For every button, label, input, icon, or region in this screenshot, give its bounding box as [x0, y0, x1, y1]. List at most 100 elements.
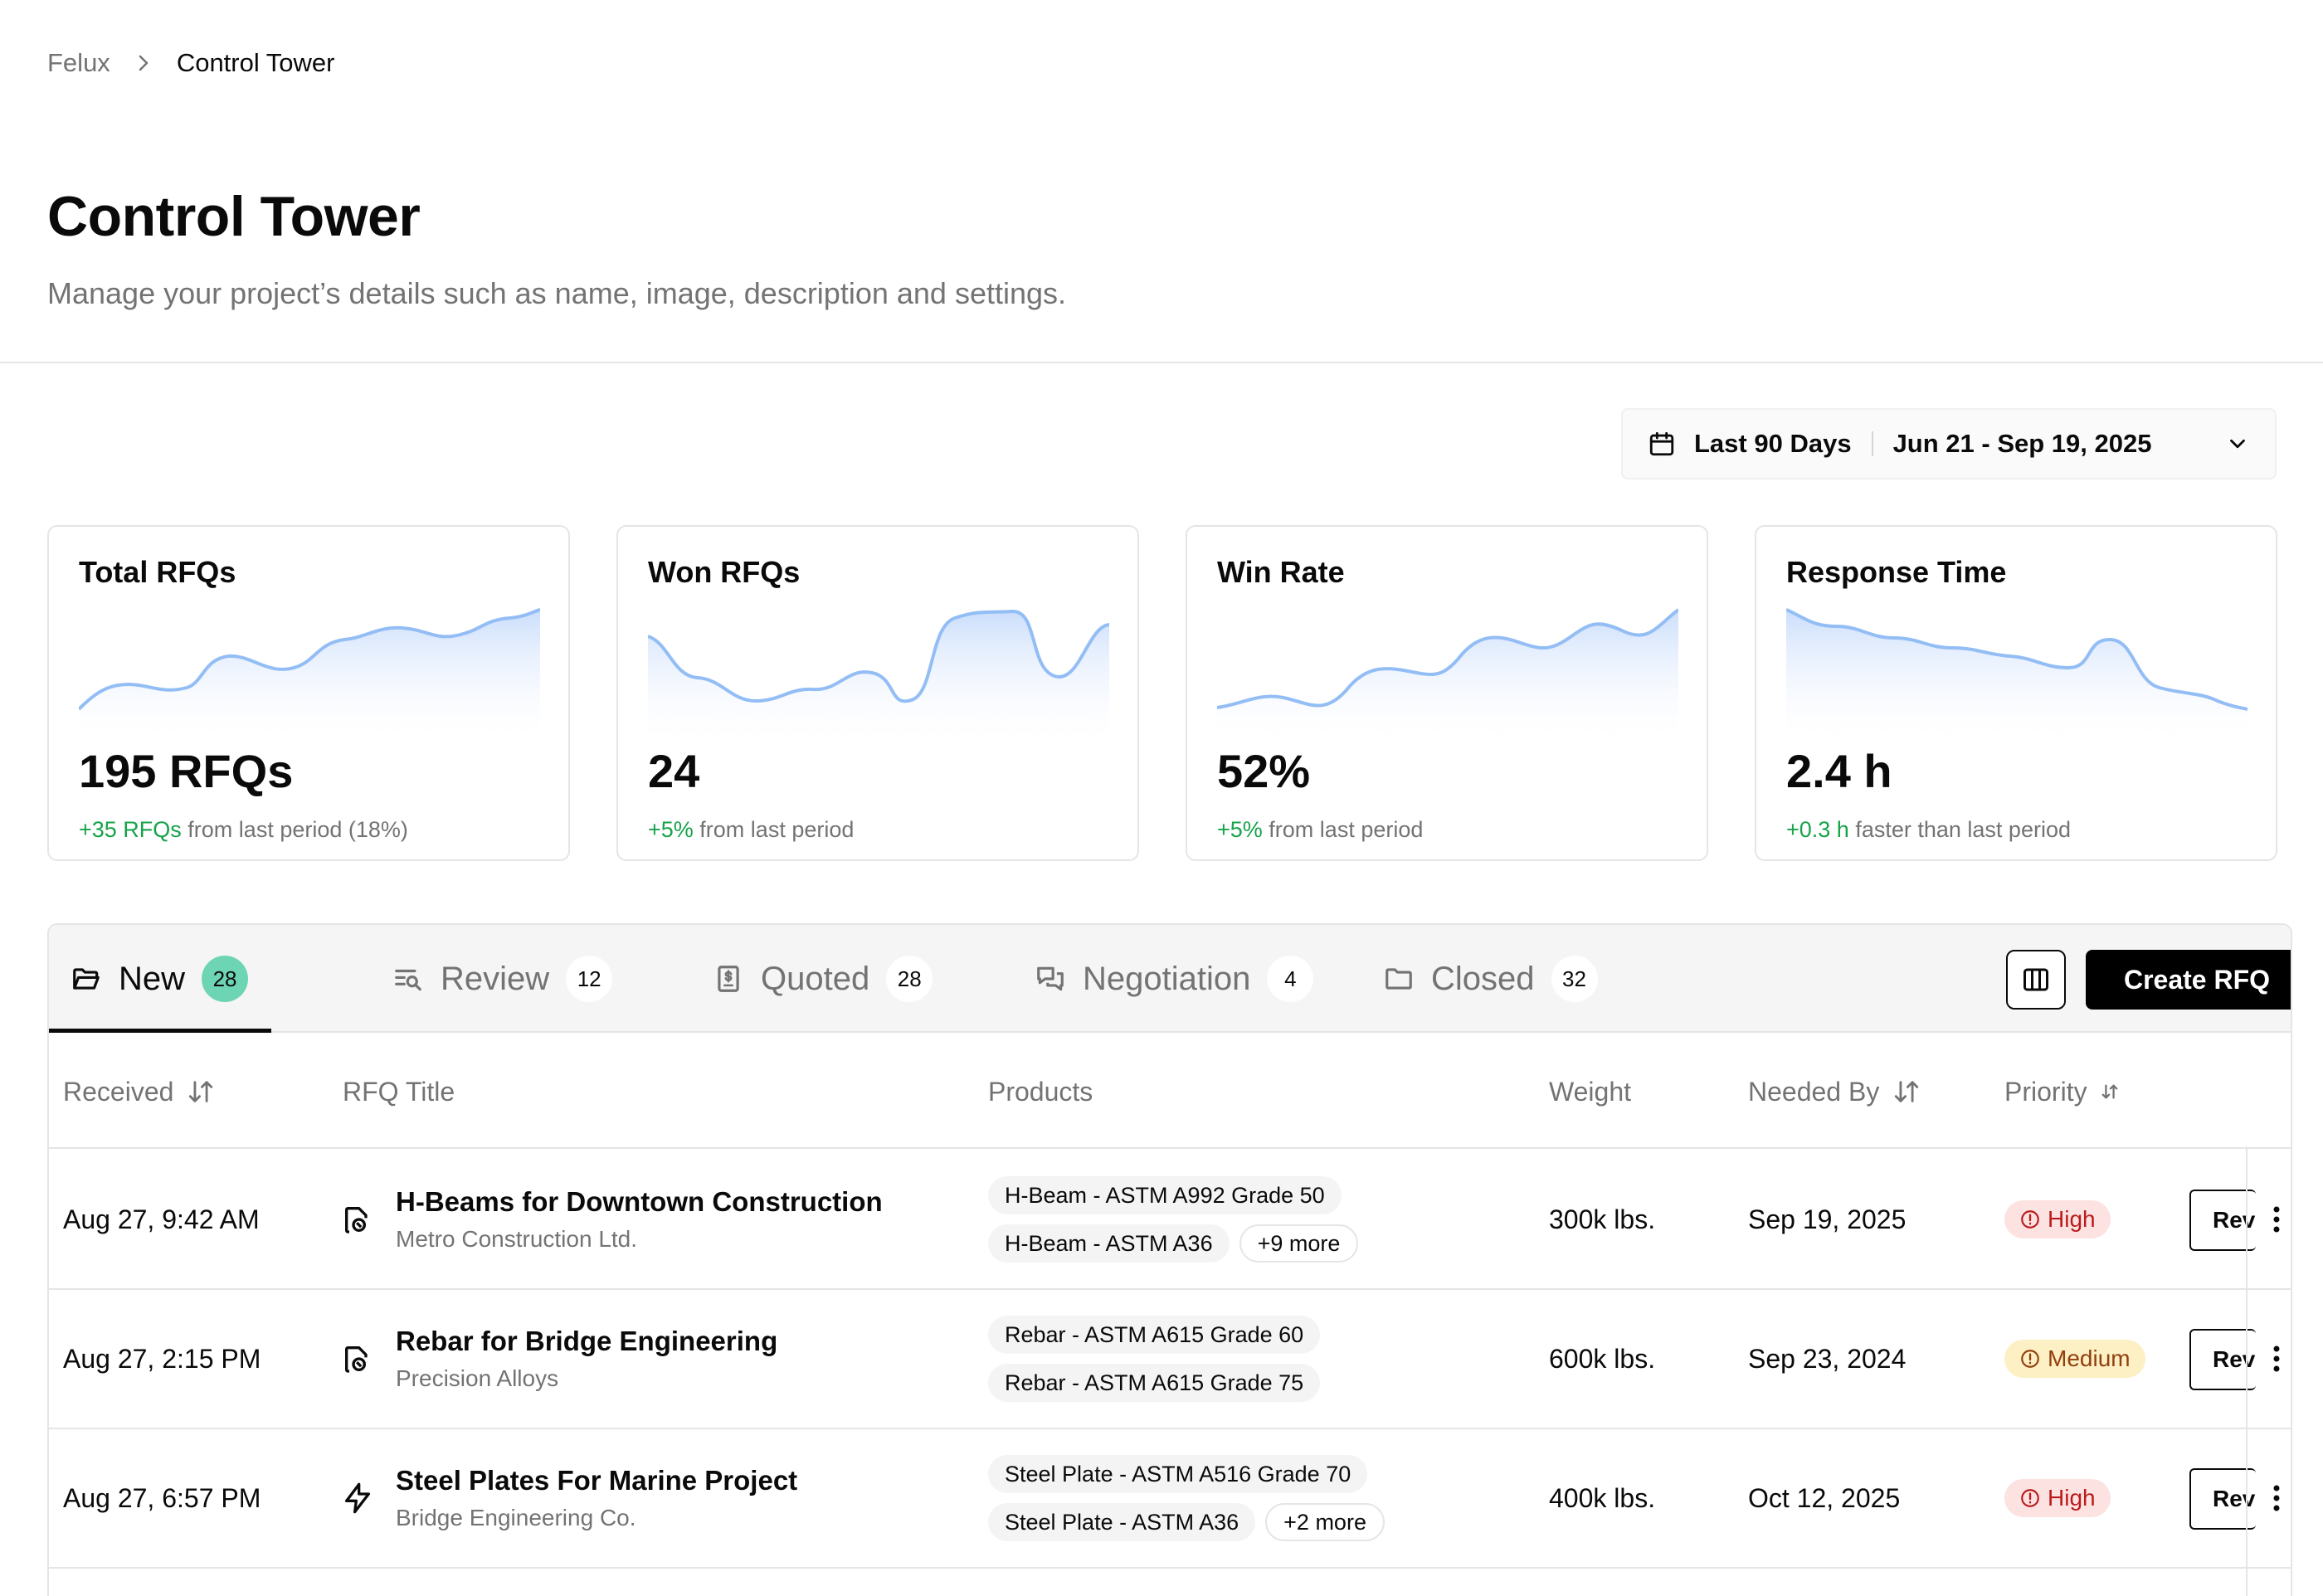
priority-badge: Medium	[2004, 1340, 2145, 1378]
calendar-icon	[1648, 430, 1676, 458]
table-row[interactable]: Aug 27, 2:15 PM Rebar for Bridge Enginee…	[49, 1290, 2291, 1429]
rfq-company: Bridge Engineering Co.	[396, 1505, 636, 1530]
col-label: Received	[63, 1076, 174, 1107]
status-tabs: New 28 Review 12 Quoted 28 Negotiation 4	[49, 925, 2291, 1033]
card-delta: +5% from last period	[1217, 817, 1424, 842]
card-value: 2.4 h	[1786, 745, 1892, 797]
folder-icon	[1383, 963, 1415, 995]
review-button[interactable]: Review	[2189, 1468, 2256, 1530]
priority-cell: Medium	[2004, 1290, 2145, 1428]
sort-icon	[1892, 1078, 1921, 1106]
sparkline-chart	[79, 608, 540, 747]
page-subtitle: Manage your project’s details such as na…	[47, 276, 1067, 310]
tab-label: Quoted	[761, 960, 870, 997]
priority-label: Medium	[2048, 1345, 2131, 1371]
rfq-title[interactable]: Rebar for Bridge Engineering	[396, 1326, 778, 1356]
more-vertical-icon[interactable]	[2256, 1338, 2291, 1379]
create-rfq-button[interactable]: Create RFQ	[2086, 950, 2291, 1010]
tab-quoted[interactable]: Quoted 28	[713, 925, 933, 1033]
tab-count-badge: 28	[886, 956, 933, 1002]
received-cell: Aug 27, 2:15 PM	[63, 1343, 261, 1374]
alert-circle-icon	[2019, 1348, 2041, 1370]
product-chip: H-Beam - ASTM A992 Grade 50	[988, 1176, 1342, 1214]
breadcrumb: Felux Control Tower	[47, 48, 335, 78]
stat-card-response-time: Response Time 2.4 h +0.3 h faster than l…	[1755, 525, 2277, 861]
review-button[interactable]: Review	[2189, 1329, 2256, 1390]
card-title: Win Rate	[1217, 555, 1345, 589]
col-weight: Weight	[1549, 1076, 1632, 1107]
rfq-company: Metro Construction Ltd.	[396, 1226, 638, 1252]
products-cell: Steel Plate - ASTM A516 Grade 70 Steel P…	[988, 1429, 1385, 1567]
receipt-dollar-icon	[713, 963, 744, 995]
tab-review[interactable]: Review 12	[392, 925, 613, 1033]
rfq-title[interactable]: H-Beams for Downtown Construction	[396, 1186, 883, 1217]
tab-negotiation[interactable]: Negotiation 4	[1035, 925, 1314, 1033]
more-vertical-icon[interactable]	[2256, 1199, 2291, 1240]
folder-open-icon	[71, 963, 102, 995]
product-chip: Steel Plate - ASTM A36	[988, 1503, 1256, 1541]
header-divider	[0, 362, 2323, 363]
sparkline-chart	[648, 609, 1109, 747]
date-range-label: Jun 21 - Sep 19, 2025	[1892, 429, 2152, 458]
card-value: 24	[648, 745, 700, 797]
rfq-title-cell[interactable]: Rebar for Bridge Engineering Precision A…	[396, 1290, 777, 1428]
lightning-icon	[341, 1429, 374, 1567]
columns-toggle-button[interactable]	[2006, 950, 2066, 1010]
weight-cell: 300k lbs.	[1549, 1204, 1656, 1234]
tab-new[interactable]: New 28	[49, 925, 272, 1033]
more-products-chip[interactable]: +2 more	[1265, 1503, 1385, 1541]
col-label: Priority	[2004, 1076, 2087, 1107]
document-search-icon	[341, 1290, 374, 1428]
tab-label: Closed	[1431, 960, 1535, 997]
date-range-picker[interactable]: Last 90 Days Jun 21 - Sep 19, 2025	[1621, 408, 2277, 479]
product-chip: Rebar - ASTM A615 Grade 60	[988, 1316, 1321, 1354]
tab-label: New	[119, 960, 186, 997]
chevron-right-icon	[135, 53, 152, 73]
stat-card-won-rfqs: Won RFQs 24 +5% from last period	[616, 525, 1139, 861]
card-delta: +0.3 h faster than last period	[1786, 817, 2071, 842]
needed-by-cell: Oct 12, 2025	[1748, 1482, 1901, 1513]
received-cell: Aug 27, 6:57 PM	[63, 1482, 261, 1513]
messages-icon	[1035, 963, 1066, 995]
more-products-chip[interactable]: +9 more	[1239, 1224, 1359, 1263]
columns-icon	[2023, 968, 2048, 991]
priority-badge: High	[2004, 1200, 2111, 1238]
chevron-down-icon	[2225, 431, 2250, 456]
priority-cell: High	[2004, 1151, 2111, 1288]
card-value: 52%	[1217, 745, 1311, 797]
sticky-action-column-border	[2246, 1146, 2248, 1596]
stat-cards: Total RFQs 195 RFQs +35 RFQs from last p…	[47, 525, 2277, 861]
rfq-company: Precision Alloys	[396, 1365, 559, 1391]
col-rfq-title: RFQ Title	[343, 1076, 455, 1107]
alert-circle-icon	[2019, 1209, 2041, 1230]
document-search-icon	[341, 1151, 374, 1288]
priority-label: High	[2048, 1206, 2096, 1232]
card-title: Won RFQs	[648, 555, 801, 589]
alert-circle-icon	[2019, 1487, 2041, 1509]
tab-count-badge: 12	[566, 956, 613, 1002]
page-title: Control Tower	[47, 185, 421, 248]
col-needed-by[interactable]: Needed By	[1748, 1034, 1921, 1149]
review-button[interactable]: Review	[2189, 1190, 2256, 1251]
col-received[interactable]: Received	[63, 1034, 215, 1149]
col-priority[interactable]: Priority	[2004, 1034, 2119, 1149]
sparkline-chart	[1217, 608, 1678, 747]
tab-label: Review	[441, 960, 550, 997]
received-cell: Aug 27, 9:42 AM	[63, 1204, 260, 1234]
card-title: Total RFQs	[79, 555, 236, 589]
product-chip: Steel Plate - ASTM A516 Grade 70	[988, 1455, 1368, 1493]
table-row[interactable]: Aug 27, 9:42 AM H-Beams for Downtown Con…	[49, 1151, 2291, 1290]
rfq-title[interactable]: Steel Plates For Marine Project	[396, 1465, 798, 1496]
tab-label: Negotiation	[1083, 960, 1251, 997]
rfq-title-cell[interactable]: H-Beams for Downtown Construction Metro …	[396, 1151, 883, 1288]
date-separator	[1871, 431, 1873, 456]
rfq-title-cell[interactable]: Steel Plates For Marine Project Bridge E…	[396, 1429, 797, 1567]
priority-badge: High	[2004, 1479, 2111, 1517]
priority-label: High	[2048, 1485, 2096, 1511]
products-cell: H-Beam - ASTM A992 Grade 50 H-Beam - AST…	[988, 1151, 1359, 1288]
table-row[interactable]: Aug 27, 6:57 PM Steel Plates For Marine …	[49, 1429, 2291, 1569]
list-search-icon	[392, 963, 424, 995]
breadcrumb-root[interactable]: Felux	[47, 48, 110, 77]
more-vertical-icon[interactable]	[2256, 1477, 2291, 1519]
tab-closed[interactable]: Closed 32	[1383, 925, 1598, 1033]
